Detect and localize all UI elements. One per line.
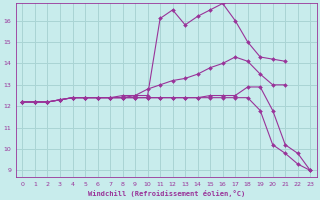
X-axis label: Windchill (Refroidissement éolien,°C): Windchill (Refroidissement éolien,°C) [88, 190, 245, 197]
